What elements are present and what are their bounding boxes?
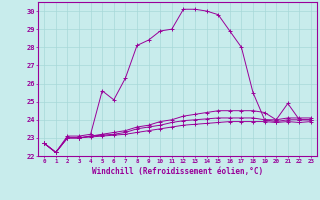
X-axis label: Windchill (Refroidissement éolien,°C): Windchill (Refroidissement éolien,°C) [92,167,263,176]
